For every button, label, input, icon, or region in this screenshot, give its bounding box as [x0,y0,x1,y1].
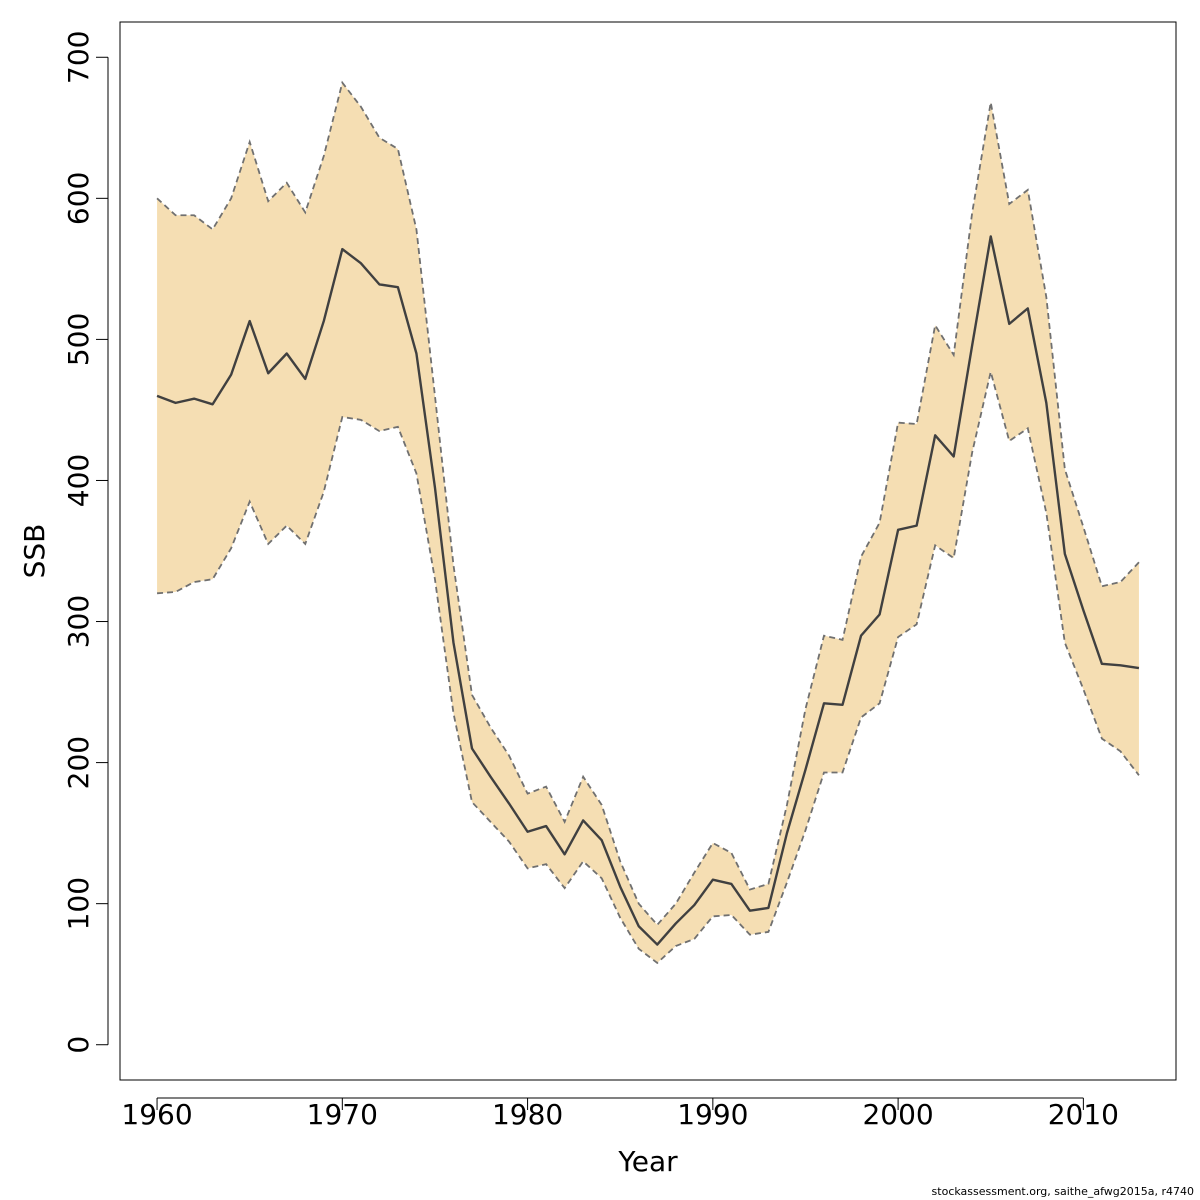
x-tick-label: 1990 [677,1098,748,1131]
y-tick-label: 500 [62,313,95,366]
y-axis-label: SSB [18,524,51,579]
series-line-layer [156,80,1140,965]
y-tick-label: 400 [62,454,95,507]
y-tick-label: 200 [62,736,95,789]
confidence-band-layer [157,82,1139,963]
x-axis: 1960 1970 1980 1990 2000 2010 [121,1097,1119,1131]
upper-bound-line [156,80,1140,927]
x-axis-label: Year [617,1145,678,1178]
x-tick-label: 2010 [1048,1098,1119,1131]
plot-frame [119,21,1177,1081]
x-tick-label: 1960 [121,1098,192,1131]
y-tick-label: 600 [62,172,95,225]
confidence-band [157,82,1139,963]
ssb-line [156,235,1140,946]
y-tick-label: 700 [62,31,95,84]
y-axis: 0 100 200 300 400 500 600 700 [62,31,109,1054]
y-tick-label: 0 [62,1036,95,1054]
footnote: stockassessment.org, saithe_afwg2015a, r… [931,1185,1194,1198]
x-tick-label: 2000 [862,1098,933,1131]
lower-bound-line [156,371,1140,965]
y-tick-label: 100 [62,877,95,930]
x-tick-label: 1970 [307,1098,378,1131]
y-tick-label: 300 [62,595,95,648]
x-tick-label: 1980 [492,1098,563,1131]
